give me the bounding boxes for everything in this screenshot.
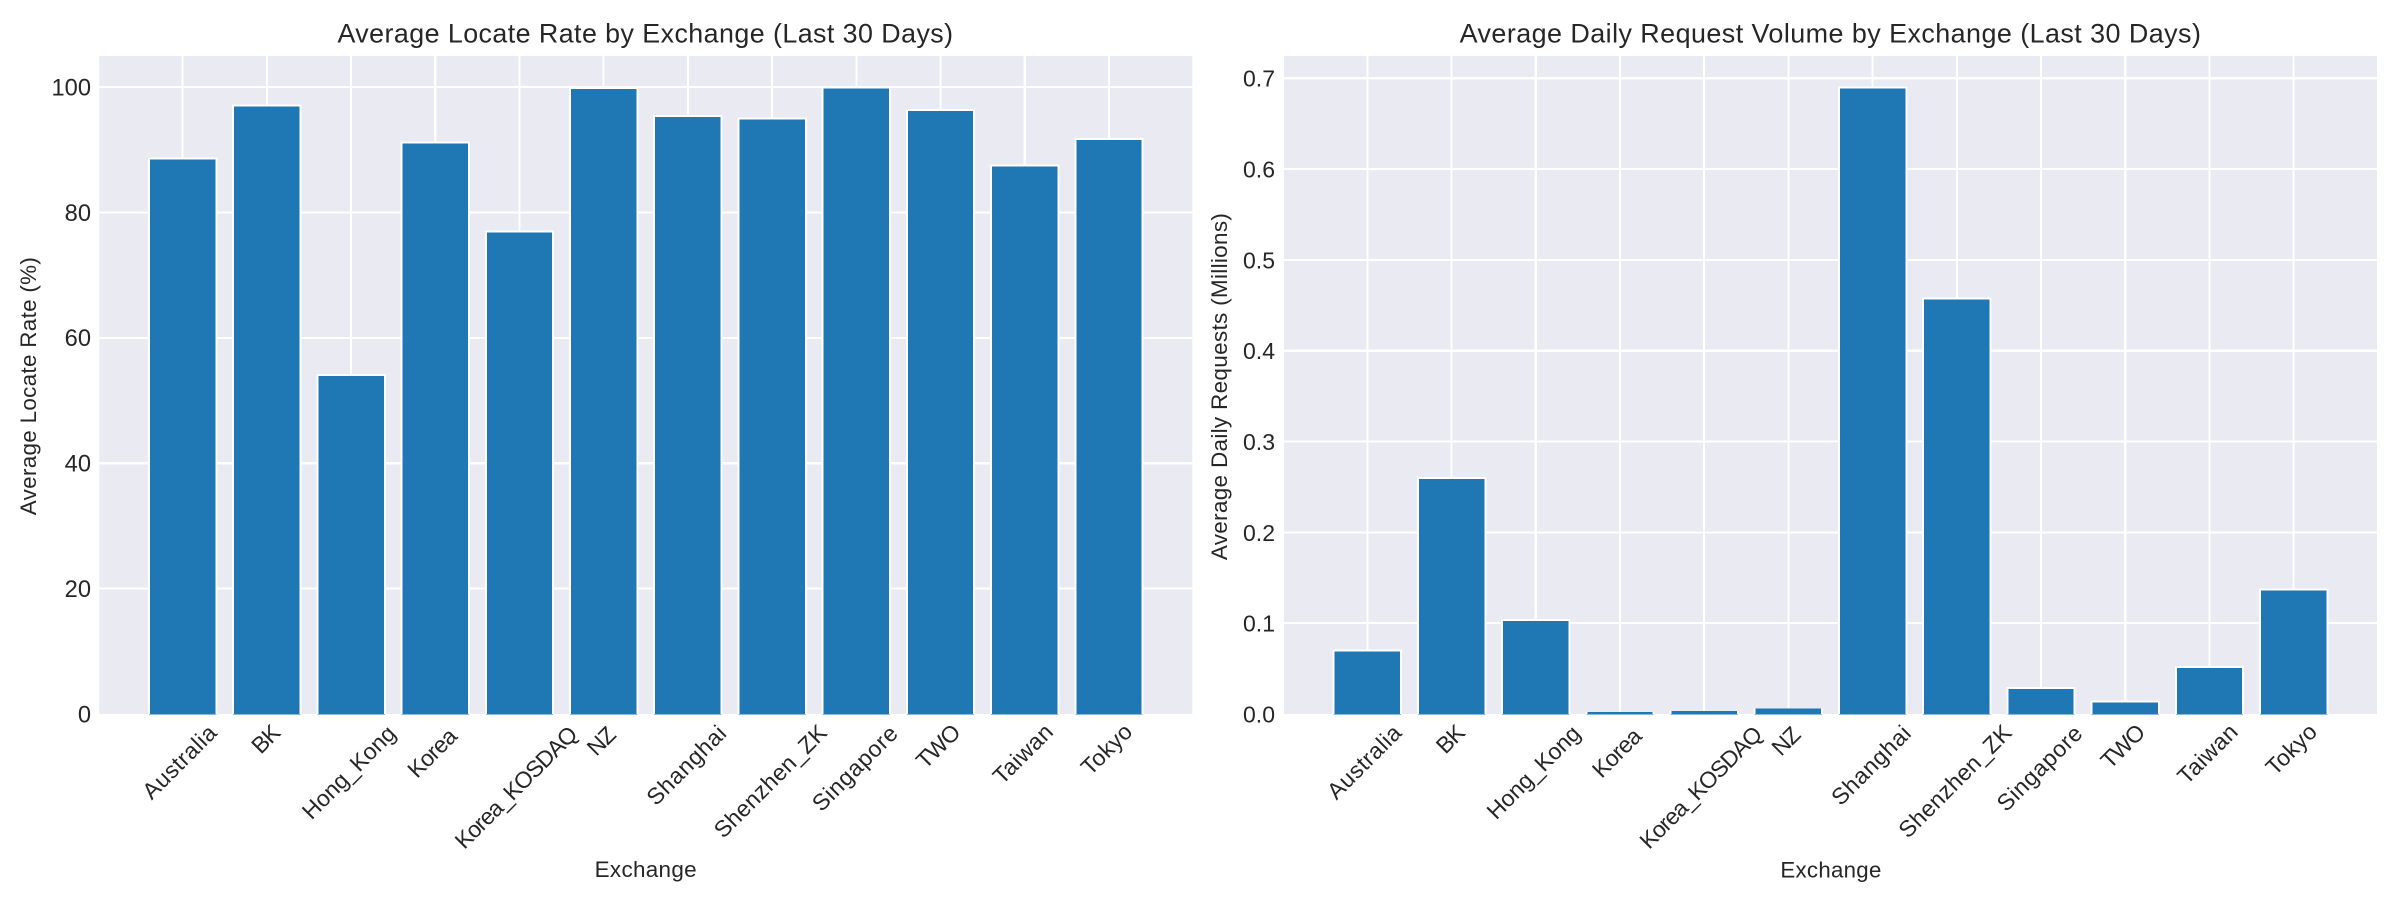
- svg-text:Exchange: Exchange: [595, 857, 697, 882]
- svg-text:20: 20: [65, 577, 91, 603]
- svg-text:0.6: 0.6: [1243, 156, 1275, 182]
- svg-text:0.1: 0.1: [1243, 611, 1275, 637]
- svg-text:Average Daily Requests (Millio: Average Daily Requests (Millions): [1207, 213, 1232, 560]
- svg-text:Exchange: Exchange: [1780, 857, 1881, 882]
- svg-text:Average Locate Rate by Exchang: Average Locate Rate by Exchange (Last 30…: [337, 18, 953, 48]
- svg-text:Average Daily Request Volume b: Average Daily Request Volume by Exchange…: [1460, 18, 2202, 48]
- svg-text:0.7: 0.7: [1243, 66, 1275, 92]
- svg-text:80: 80: [65, 201, 91, 227]
- svg-text:0.5: 0.5: [1243, 247, 1275, 273]
- svg-text:Average Locate Rate (%): Average Locate Rate (%): [16, 257, 41, 515]
- svg-text:60: 60: [65, 326, 91, 352]
- svg-text:100: 100: [52, 75, 92, 101]
- svg-text:0: 0: [78, 702, 91, 728]
- svg-text:0.0: 0.0: [1243, 701, 1275, 727]
- svg-text:0.4: 0.4: [1243, 338, 1275, 364]
- svg-text:0.2: 0.2: [1243, 520, 1275, 546]
- svg-text:0.3: 0.3: [1243, 429, 1275, 455]
- svg-text:40: 40: [65, 452, 91, 478]
